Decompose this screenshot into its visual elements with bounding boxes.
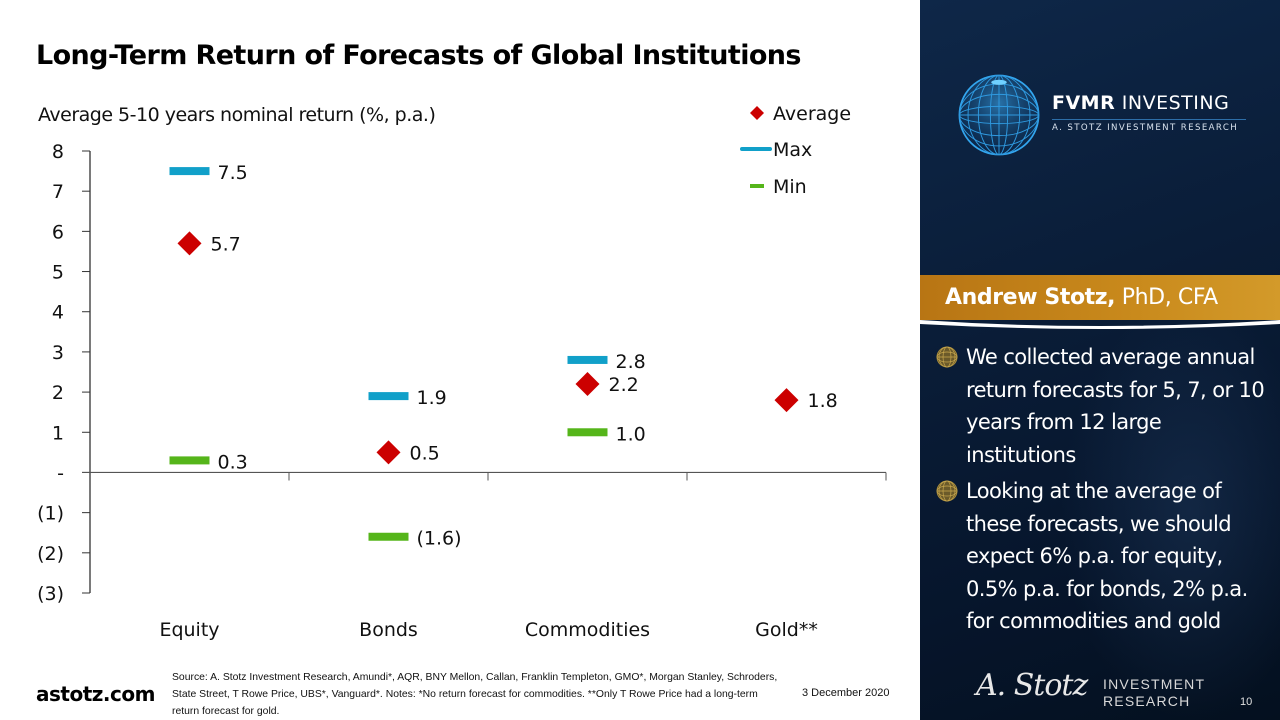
globe-bullet-icon	[936, 480, 958, 502]
footer-date: 3 December 2020	[802, 687, 890, 699]
y-tick-label: 8	[52, 141, 64, 163]
signature-tagline: INVESTMENT RESEARCH	[1103, 676, 1206, 709]
y-tick-label: (2)	[37, 543, 64, 565]
globe-bullet-icon	[936, 346, 958, 368]
page-number: 10	[1240, 696, 1253, 708]
max-point	[368, 392, 409, 401]
key-points-list: We collected average annual return forec…	[936, 341, 1276, 642]
banner-curve-decoration	[920, 320, 1280, 329]
forecast-chart: 8 7 6 5 4 3 2 1 - (1) (2) (3) Equity Bonds Commodities…	[37, 103, 887, 641]
legend-average-icon	[750, 106, 764, 120]
chart-marks: 5.7 0.5 2.2 1.8 7.5 1.9 2.8 0.3 (1.6) 1.0	[169, 162, 838, 550]
y-tick-label: 5	[52, 262, 64, 284]
average-data-label: 5.7	[211, 233, 241, 255]
author-name: Andrew Stotz,	[945, 285, 1116, 310]
slide-main: Long-Term Return of Forecasts of Global …	[36, 40, 890, 717]
bullet-text: We collected average annual return forec…	[966, 345, 1265, 467]
y-tick-label: 2	[52, 382, 64, 404]
brand-divider	[1052, 119, 1246, 120]
signature-logo: A. Stotz	[976, 668, 1088, 703]
list-item: We collected average annual return forec…	[936, 341, 1276, 471]
legend-label: Min	[773, 176, 807, 198]
min-data-label: (1.6)	[417, 528, 462, 550]
average-data-label: 2.2	[609, 374, 639, 396]
y-tick-label: 6	[52, 221, 64, 243]
average-point	[177, 231, 202, 256]
min-point	[567, 428, 608, 437]
min-data-label: 1.0	[616, 423, 646, 445]
y-tick-label: (1)	[37, 503, 64, 525]
average-data-label: 0.5	[410, 442, 440, 464]
y-tick-label: -	[57, 462, 64, 484]
legend-label: Max	[773, 139, 812, 161]
chart-legend: Average Max Min	[740, 103, 851, 198]
y-tick-label: 1	[52, 422, 64, 444]
globe-logo-icon	[958, 74, 1040, 156]
legend-label: Average	[773, 103, 851, 125]
x-tick-label: Gold**	[755, 619, 818, 641]
x-tick-label: Bonds	[359, 619, 418, 641]
max-data-label: 2.8	[616, 351, 646, 373]
average-point	[575, 372, 600, 397]
min-point	[368, 532, 409, 541]
max-point	[169, 167, 210, 176]
author-credentials: PhD, CFA	[1115, 285, 1218, 310]
brand-tagline: A. STOTZ INVESTMENT RESEARCH	[1052, 123, 1239, 133]
sidebar-panel: FVMR INVESTING A. STOTZ INVESTMENT RESEA…	[920, 0, 1280, 720]
average-data-label: 1.8	[808, 390, 838, 412]
bullet-text: Looking at the average of these forecast…	[966, 479, 1248, 633]
y-tick-label: 7	[52, 181, 64, 203]
brand-name: FVMR INVESTING	[1052, 92, 1230, 114]
y-tick-label: (3)	[37, 583, 64, 605]
chart-axes: 8 7 6 5 4 3 2 1 - (1) (2) (3) Equity Bonds Commodities…	[37, 141, 887, 641]
min-data-label: 0.3	[218, 451, 248, 473]
average-point	[774, 388, 799, 413]
slide-title: Long-Term Return of Forecasts of Global …	[36, 40, 802, 71]
max-data-label: 7.5	[218, 162, 248, 184]
max-data-label: 1.9	[417, 387, 447, 409]
min-point	[169, 456, 210, 465]
author-banner: Andrew Stotz, PhD, CFA	[920, 275, 1280, 320]
y-tick-label: 3	[52, 342, 64, 364]
average-point	[376, 440, 401, 465]
x-tick-label: Commodities	[525, 619, 650, 641]
footer-source-note: Source: A. Stotz Investment Research, Am…	[172, 672, 778, 717]
y-tick-label: 4	[52, 302, 64, 324]
list-item: Looking at the average of these forecast…	[936, 475, 1276, 638]
x-tick-label: Equity	[159, 619, 219, 641]
chart-subtitle: Average 5-10 years nominal return (%, p.…	[38, 104, 436, 126]
footer-site-link[interactable]: astotz.com	[36, 682, 155, 706]
max-point	[567, 355, 608, 364]
